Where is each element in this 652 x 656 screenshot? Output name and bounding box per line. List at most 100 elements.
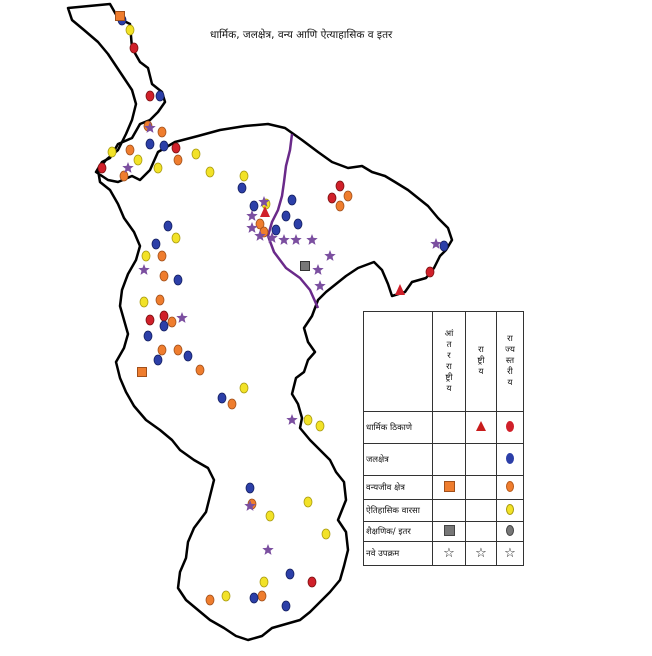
heritage-site-marker <box>139 296 149 308</box>
gray-oval-icon <box>506 524 514 536</box>
water-site-marker <box>159 140 169 152</box>
new-initiative-star-marker <box>254 230 266 241</box>
new-initiative-star-marker <box>246 222 258 233</box>
water-site-marker <box>249 200 259 212</box>
wildlife-site-marker <box>343 190 353 202</box>
orange-oval-icon <box>506 480 514 492</box>
new-initiative-star-marker <box>290 234 302 245</box>
water-site-marker <box>145 138 155 150</box>
water-site-marker <box>153 354 163 366</box>
heritage-site-marker <box>205 166 215 178</box>
river <box>266 133 320 309</box>
new-initiative-star-marker <box>246 210 258 221</box>
heritage-site-marker <box>125 24 135 36</box>
new-initiative-star-marker <box>312 264 324 275</box>
map-title: धार्मिक, जलक्षेत्र, वन्य आणि ऐत्याहासिक … <box>210 29 393 41</box>
wildlife-site-marker <box>167 316 177 328</box>
new-initiative-star-marker <box>258 196 270 207</box>
water-site-marker <box>237 182 247 194</box>
new-initiative-star-marker <box>122 162 134 173</box>
new-initiative-star-marker <box>262 544 274 555</box>
water-site-marker <box>439 240 449 252</box>
red-oval-icon <box>506 420 514 432</box>
wildlife-square-marker <box>137 367 147 377</box>
religious-site-marker <box>327 192 337 204</box>
water-site-marker <box>217 392 227 404</box>
religious-triangle-marker <box>395 284 405 295</box>
water-site-marker <box>285 568 295 580</box>
wildlife-site-marker <box>255 218 265 230</box>
district-boundary <box>66 2 454 642</box>
heritage-site-marker <box>315 420 325 432</box>
legend-table: आं त र रा ष्ट्री य रा ष्ट्री य रा ज्य स्… <box>363 311 524 566</box>
heritage-site-marker <box>303 414 313 426</box>
new-initiative-star-marker <box>314 280 326 291</box>
water-site-marker <box>249 592 259 604</box>
star-outline-icon: ☆ <box>432 541 466 566</box>
new-initiative-star-marker <box>244 500 256 511</box>
heritage-site-marker <box>303 496 313 508</box>
new-initiative-star-marker <box>324 250 336 261</box>
water-site-marker <box>287 194 297 206</box>
water-site-marker <box>271 224 281 236</box>
legend-row-heritage: ऐतिहासिक वारसा <box>363 499 524 522</box>
water-site-marker <box>245 482 255 494</box>
new-initiative-star-marker <box>306 234 318 245</box>
heritage-site-marker <box>239 382 249 394</box>
water-site-marker <box>163 220 173 232</box>
religious-site-marker <box>335 180 345 192</box>
heritage-site-marker <box>153 162 163 174</box>
water-site-marker <box>155 90 165 102</box>
wildlife-site-marker <box>157 344 167 356</box>
wildlife-site-marker <box>205 594 215 606</box>
wildlife-site-marker <box>157 250 167 262</box>
heritage-site-marker <box>239 170 249 182</box>
wildlife-site-marker <box>257 590 267 602</box>
orange-square-icon <box>443 480 455 492</box>
legend-row-religious: धार्मिक ठिकाणे <box>363 411 524 444</box>
wildlife-site-marker <box>173 154 183 166</box>
wildlife-site-marker <box>155 294 165 306</box>
new-initiative-star-marker <box>430 238 442 249</box>
water-site-marker <box>183 350 193 362</box>
religious-site-marker <box>145 314 155 326</box>
legend-row-education: शैक्षणिक/ इतर <box>363 521 524 542</box>
water-site-marker <box>143 330 153 342</box>
religious-site-marker <box>145 90 155 102</box>
water-site-marker <box>281 600 291 612</box>
wildlife-site-marker <box>335 200 345 212</box>
heritage-site-marker <box>259 576 269 588</box>
wildlife-site-marker <box>227 398 237 410</box>
heritage-site-marker <box>221 590 231 602</box>
new-initiative-star-marker <box>176 312 188 323</box>
new-initiative-star-marker <box>144 122 156 133</box>
heritage-site-marker <box>107 146 117 158</box>
water-site-marker <box>173 274 183 286</box>
water-site-marker <box>159 320 169 332</box>
legend-header-international: आं त र रा ष्ट्री य <box>432 311 466 412</box>
new-initiative-star-marker <box>278 234 290 245</box>
religious-site-marker <box>97 162 107 174</box>
legend-header-state: रा ज्य स्त री य <box>496 311 524 412</box>
legend-row-wildlife: वन्यजीव क्षेत्र <box>363 475 524 500</box>
wildlife-site-marker <box>195 364 205 376</box>
education-square-marker <box>300 261 310 271</box>
water-site-marker <box>281 210 291 222</box>
wildlife-site-marker <box>125 144 135 156</box>
new-initiative-star-marker <box>138 264 150 275</box>
water-site-marker <box>151 238 161 250</box>
water-site-marker <box>293 218 303 230</box>
gray-square-icon <box>443 524 455 536</box>
religious-site-marker <box>425 266 435 278</box>
new-initiative-star-marker <box>286 414 298 425</box>
legend-header-national: रा ष्ट्री य <box>465 311 497 412</box>
heritage-site-marker <box>321 528 331 540</box>
legend-row-water: जलक्षेत्र <box>363 443 524 476</box>
yellow-oval-icon <box>506 503 514 515</box>
blue-oval-icon <box>506 452 514 464</box>
heritage-site-marker <box>265 510 275 522</box>
triangle-icon <box>476 421 486 431</box>
wildlife-site-marker <box>119 170 129 182</box>
wildlife-site-marker <box>173 344 183 356</box>
